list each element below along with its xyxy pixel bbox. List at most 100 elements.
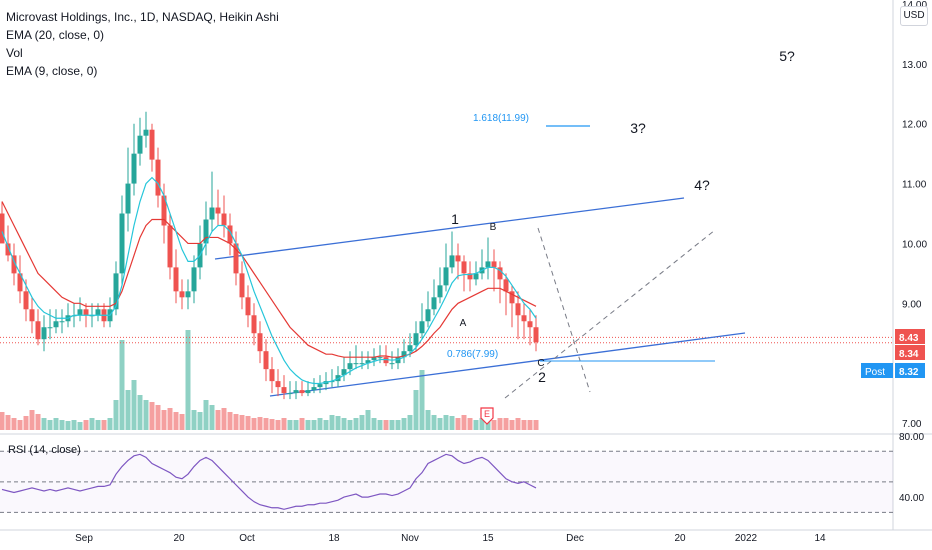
lower-trendline <box>269 332 746 397</box>
price-label-bg <box>895 329 925 344</box>
rsi-tick-label: 80.00 <box>899 432 924 443</box>
candle-body <box>443 267 449 286</box>
candle-body <box>23 291 29 310</box>
candle-body <box>455 255 461 262</box>
price-label-text: 8.43 <box>899 333 919 344</box>
candle-body <box>167 225 173 268</box>
volume-bar <box>467 418 473 430</box>
candle-body <box>185 291 191 298</box>
volume-bar <box>11 418 17 430</box>
volume-bar <box>155 405 161 430</box>
volume-bar <box>431 415 437 430</box>
price-tick-label: 13.00 <box>902 60 927 71</box>
candle-body <box>251 315 257 334</box>
rsi-tick-label: 40.00 <box>899 493 924 504</box>
candle-body <box>317 384 323 388</box>
volume-bar <box>341 418 347 430</box>
candle-body <box>47 327 53 329</box>
volume-bar <box>23 416 29 430</box>
ema9-line <box>1 176 537 385</box>
candle-body <box>407 345 413 352</box>
price-tick-label: 7.00 <box>902 419 922 430</box>
volume-bar <box>275 420 281 430</box>
candle-body <box>0 213 5 244</box>
time-tick-label: 15 <box>482 533 494 544</box>
volume-bar <box>83 420 89 430</box>
volume-bar <box>473 420 479 430</box>
candle-body <box>143 129 149 136</box>
volume-bar <box>131 380 137 430</box>
candle-body <box>269 369 275 382</box>
volume-bar <box>173 412 179 430</box>
volume-bar <box>461 415 467 430</box>
volume-bar <box>203 400 209 430</box>
candle-body <box>203 219 209 244</box>
volume-bar <box>269 419 275 430</box>
volume-bar <box>389 420 395 430</box>
volume-bar <box>521 420 527 430</box>
time-tick-label: 14 <box>814 533 826 544</box>
candle-body <box>503 279 509 292</box>
volume-bar <box>251 418 257 430</box>
candle-body <box>515 303 521 316</box>
volume-bar <box>485 418 491 430</box>
volume-bar <box>17 420 23 430</box>
volume-bar <box>377 420 383 430</box>
candle-body <box>473 273 479 280</box>
post-label-bg <box>861 363 893 378</box>
volume-bar <box>221 408 227 430</box>
candle-body <box>215 207 221 214</box>
candle-body <box>449 255 455 268</box>
volume-bar <box>347 420 353 430</box>
time-tick-label: 2022 <box>735 533 758 544</box>
earnings-marker: E <box>480 407 494 425</box>
candle-body <box>287 393 293 395</box>
time-tick-label: Dec <box>566 533 584 544</box>
volume-bar <box>77 422 83 430</box>
candle-body <box>353 363 359 365</box>
volume-bar <box>143 400 149 430</box>
candle-body <box>221 213 227 226</box>
upper-trendline <box>214 197 685 260</box>
volume-bar <box>449 416 455 430</box>
projection-line-up <box>504 229 716 399</box>
price-tick-label: 10.00 <box>902 239 927 250</box>
volume-bar <box>263 418 269 430</box>
candle-body <box>371 357 377 361</box>
candle-body <box>227 225 233 244</box>
candle-body <box>179 291 185 298</box>
volume-bar <box>35 414 41 430</box>
candle-body <box>401 351 407 358</box>
volume-bar <box>107 418 113 430</box>
candle-body <box>35 321 41 340</box>
candle-body <box>11 255 17 274</box>
volume-bar <box>167 408 173 430</box>
candle-body <box>53 321 59 328</box>
time-tick-label: Oct <box>239 533 255 544</box>
volume-bar <box>41 418 47 430</box>
volume-bar <box>209 405 215 430</box>
ema20-line <box>1 201 537 358</box>
candle-body <box>527 321 533 328</box>
volume-bar <box>383 420 389 430</box>
volume-bar <box>0 412 5 430</box>
volume-bar <box>371 418 377 430</box>
wave-label: 5? <box>779 48 795 64</box>
price-label-text: 8.32 <box>899 367 919 378</box>
candle-body <box>497 267 503 280</box>
price-label-ema: 8.34 <box>895 345 925 360</box>
candle-body <box>389 363 395 365</box>
volume-bar <box>59 420 65 430</box>
volume-bar <box>71 420 77 430</box>
wave-label: 2 <box>538 369 546 385</box>
volume-bar <box>95 420 101 430</box>
volume-bar <box>245 416 251 430</box>
currency-button[interactable]: USD <box>900 6 928 26</box>
candle-body <box>95 309 101 316</box>
candle-body <box>467 273 473 280</box>
candle-body <box>485 261 491 268</box>
time-tick-label: 20 <box>173 533 185 544</box>
volume-bar <box>89 418 95 430</box>
volume-bar <box>455 418 461 430</box>
